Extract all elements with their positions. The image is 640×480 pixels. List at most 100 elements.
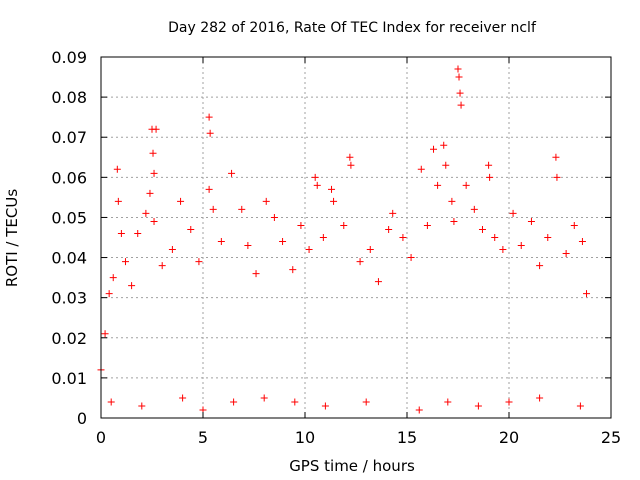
data-point bbox=[430, 145, 438, 153]
x-tick-label: 5 bbox=[198, 428, 208, 447]
data-point bbox=[149, 149, 157, 157]
y-tick-label: 0.05 bbox=[51, 208, 87, 227]
data-point bbox=[486, 173, 494, 181]
data-point bbox=[121, 258, 129, 266]
data-point bbox=[230, 398, 238, 406]
y-tick-label: 0.02 bbox=[51, 329, 87, 348]
data-point bbox=[552, 153, 560, 161]
data-point bbox=[330, 197, 338, 205]
data-point bbox=[440, 141, 448, 149]
data-point bbox=[570, 221, 578, 229]
data-point bbox=[150, 217, 158, 225]
data-point bbox=[456, 89, 464, 97]
data-point bbox=[205, 185, 213, 193]
data-point bbox=[423, 221, 431, 229]
data-point bbox=[576, 402, 584, 410]
data-point bbox=[289, 266, 297, 274]
axes: 0 5 10 15 20 25 0 0.01 0.02 0.03 0.04 0.05 0.06 0.07 0… bbox=[51, 48, 621, 447]
data-point bbox=[415, 406, 423, 414]
data-point bbox=[385, 225, 393, 233]
data-point bbox=[150, 169, 158, 177]
y-axis-label: ROTI / TECUs bbox=[3, 189, 21, 287]
data-point bbox=[297, 221, 305, 229]
data-point bbox=[362, 398, 370, 406]
data-point bbox=[578, 238, 586, 246]
data-point bbox=[128, 282, 136, 290]
data-point bbox=[270, 213, 278, 221]
data-point bbox=[448, 197, 456, 205]
data-point bbox=[442, 161, 450, 169]
data-point bbox=[291, 398, 299, 406]
data-point bbox=[321, 402, 329, 410]
data-point bbox=[146, 189, 154, 197]
data-point bbox=[205, 113, 213, 121]
y-tick-label: 0.08 bbox=[51, 88, 87, 107]
chart-title: Day 282 of 2016, Rate Of TEC Index for r… bbox=[168, 20, 537, 36]
data-point bbox=[454, 65, 462, 73]
y-tick-label: 0 bbox=[77, 409, 87, 428]
plot-frame bbox=[100, 56, 612, 419]
x-tick-label: 0 bbox=[96, 428, 106, 447]
data-point bbox=[553, 173, 561, 181]
data-point bbox=[474, 402, 482, 410]
data-point bbox=[168, 246, 176, 254]
data-point bbox=[179, 394, 187, 402]
y-tick-label: 0.03 bbox=[51, 289, 87, 308]
data-point bbox=[356, 258, 364, 266]
data-point bbox=[457, 101, 465, 109]
data-point bbox=[562, 250, 570, 258]
data-point bbox=[328, 185, 336, 193]
data-point bbox=[536, 262, 544, 270]
data-point bbox=[107, 398, 115, 406]
data-point bbox=[583, 290, 591, 298]
data-point bbox=[485, 161, 493, 169]
data-point bbox=[262, 197, 270, 205]
y-tick-label: 0.09 bbox=[51, 48, 87, 67]
data-point bbox=[109, 274, 117, 282]
data-point bbox=[434, 181, 442, 189]
data-point bbox=[177, 197, 185, 205]
data-point bbox=[455, 73, 463, 81]
data-point bbox=[279, 238, 287, 246]
data-point bbox=[389, 209, 397, 217]
data-point bbox=[138, 402, 146, 410]
x-tick-label: 10 bbox=[295, 428, 315, 447]
data-point bbox=[206, 129, 214, 137]
data-point bbox=[499, 246, 507, 254]
data-point bbox=[311, 173, 319, 181]
data-point bbox=[491, 234, 499, 241]
data-point bbox=[536, 394, 544, 402]
data-point bbox=[209, 205, 217, 213]
data-point bbox=[187, 225, 195, 233]
data-point bbox=[195, 258, 203, 266]
data-point bbox=[444, 398, 452, 406]
data-point bbox=[340, 221, 348, 229]
data-point bbox=[158, 262, 166, 270]
data-point bbox=[527, 217, 535, 225]
data-point bbox=[228, 169, 236, 177]
data-point bbox=[517, 242, 525, 250]
data-point bbox=[544, 234, 552, 241]
y-tick-label: 0.07 bbox=[51, 128, 87, 147]
x-tick-label: 15 bbox=[397, 428, 417, 447]
data-point bbox=[238, 205, 246, 213]
grid bbox=[101, 57, 611, 418]
data-point bbox=[470, 205, 478, 213]
data-point bbox=[347, 161, 355, 169]
x-axis-label: GPS time / hours bbox=[289, 457, 415, 475]
data-point bbox=[134, 229, 142, 237]
x-tick-label: 25 bbox=[601, 428, 621, 447]
data-point bbox=[252, 270, 260, 278]
data-point bbox=[101, 330, 109, 338]
data-point bbox=[450, 217, 458, 225]
y-tick-label: 0.01 bbox=[51, 369, 87, 388]
data-point bbox=[152, 125, 160, 133]
data-point bbox=[478, 225, 486, 233]
x-tick-label: 20 bbox=[499, 428, 519, 447]
data-point bbox=[346, 153, 354, 161]
y-tick-label: 0.06 bbox=[51, 168, 87, 187]
data-point bbox=[417, 165, 425, 173]
data-point bbox=[319, 234, 327, 241]
data-point bbox=[399, 234, 407, 241]
